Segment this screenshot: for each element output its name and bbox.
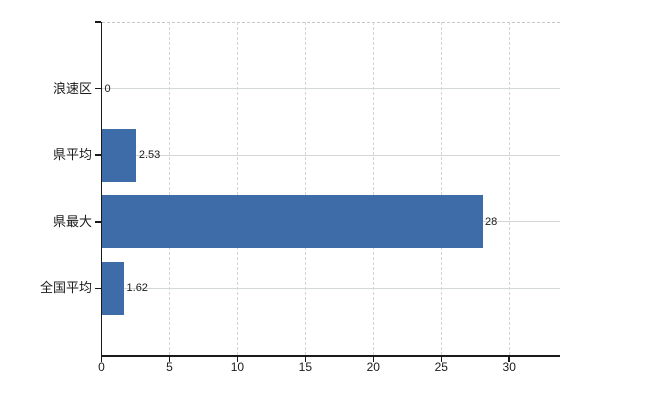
x-axis-tick: [304, 356, 307, 362]
x-axis-tick: [372, 356, 375, 362]
y-axis-tick: [94, 287, 101, 290]
vertical-gridline: [169, 22, 171, 355]
x-axis-tick: [168, 356, 171, 362]
bar-value-label: 2.53: [138, 149, 161, 162]
x-tick-label: 15: [298, 360, 313, 374]
horizontal-gridline: [101, 154, 560, 156]
x-axis-tick: [100, 356, 103, 362]
y-axis-tick: [94, 221, 101, 223]
bar: [102, 128, 137, 182]
y-axis-tick: [94, 154, 101, 156]
vertical-gridline: [441, 22, 443, 355]
category-label: 全国平均: [39, 280, 92, 296]
vertical-gridline: [373, 22, 375, 355]
horizontal-gridline: [101, 88, 560, 90]
vertical-gridline: [509, 22, 511, 355]
category-label: 県最大: [52, 213, 92, 229]
x-tick-label: 5: [166, 360, 173, 374]
x-axis-tick: [440, 356, 442, 362]
x-axis-tick: [236, 356, 239, 362]
horizontal-gridline: [101, 287, 560, 289]
x-tick-label: 25: [434, 360, 448, 374]
x-tick-label: 10: [230, 360, 245, 374]
vertical-gridline: [237, 22, 239, 355]
x-tick-label: 20: [366, 360, 380, 374]
vertical-gridline: [305, 22, 307, 355]
bar: [102, 261, 125, 315]
y-axis-tick: [94, 21, 101, 23]
x-tick-label: 0: [98, 360, 105, 374]
x-tick-label: 30: [502, 360, 516, 374]
x-axis-line: [100, 355, 560, 357]
category-label: 県平均: [52, 147, 92, 163]
bar: [102, 195, 483, 249]
y-axis-line: [100, 22, 102, 356]
bar-value-label: 0: [104, 82, 111, 95]
bar-value-label: 1.62: [126, 282, 148, 295]
y-axis-tick: [94, 87, 101, 90]
x-axis-tick: [508, 356, 510, 362]
bar-value-label: 28: [485, 215, 498, 228]
plot-area-top-border: [101, 22, 560, 23]
category-label: 浪速区: [52, 80, 92, 96]
